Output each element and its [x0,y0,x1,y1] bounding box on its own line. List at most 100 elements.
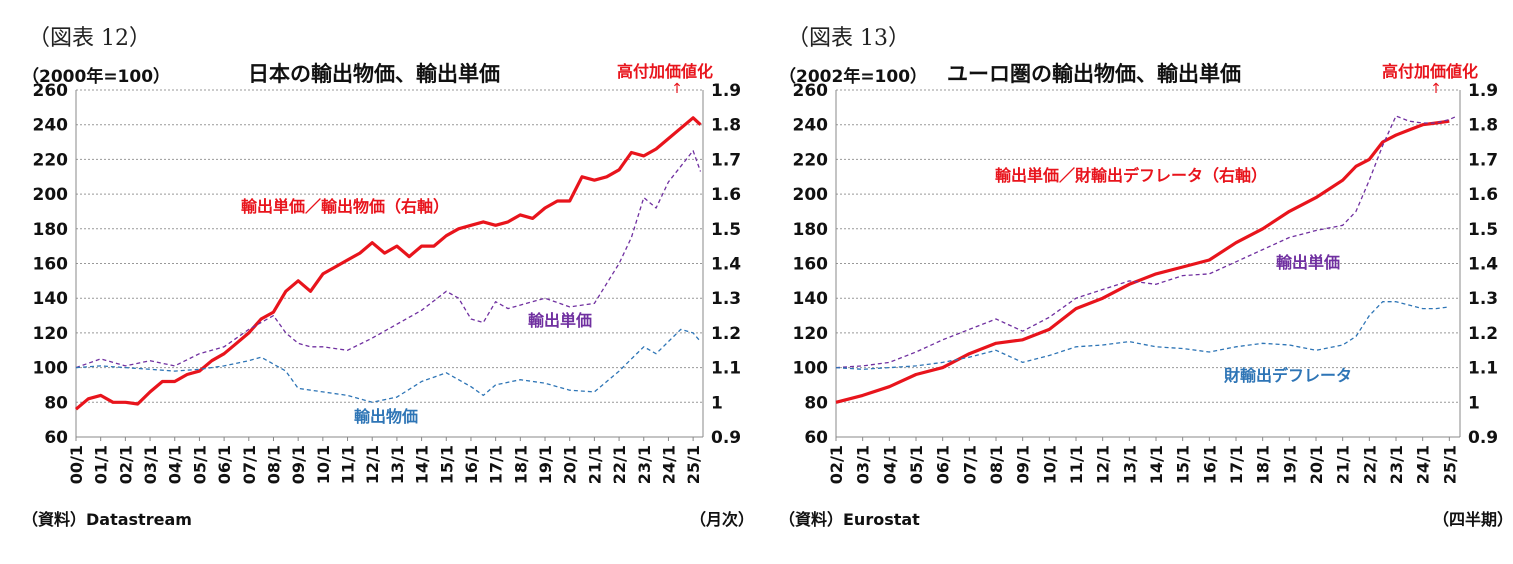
x-tick-label: 20/1 [561,445,580,484]
x-tick-label: 01/1 [92,445,111,484]
y-tick-label: 100 [33,359,69,379]
x-tick-label: 18/1 [1254,445,1273,484]
figure-label: （図表 13） [787,26,910,51]
annotation-high-value-added: 高付加価値化 [1382,62,1479,81]
x-tick-label: 25/1 [684,445,703,484]
series-label-0: 輸出単価／財輸出デフレータ（右軸） [995,166,1267,185]
y-tick-label: 220 [33,150,69,170]
series-label-0: 輸出単価／輸出物価（右軸） [241,197,449,216]
y-tick-label: 180 [33,220,69,240]
y2-tick-label: 1 [711,393,723,413]
y-tick-label: 60 [44,428,68,448]
y-tick-label: 220 [793,150,829,170]
period-note: （月次） [690,510,755,529]
y-tick-label: 240 [33,116,69,136]
annotation-high-value-added: 高付加価値化 [617,62,714,81]
y-tick-label: 160 [33,255,69,275]
y2-tick-label: 1.3 [1468,289,1498,309]
x-tick-label: 23/1 [1387,445,1406,484]
series-label-1: 輸出単価 [528,311,592,330]
series-line-0 [74,116,702,411]
y2-tick-label: 1.8 [711,116,741,136]
x-tick-label: 09/1 [289,445,308,484]
series-line-2 [835,301,1450,370]
x-tick-label: 02/1 [116,445,135,484]
x-tick-label: 05/1 [190,445,209,484]
y2-tick-label: 1.1 [1468,359,1498,379]
chart-eurozone-export-prices: 60 80 100 120 140 160 180 200 220 240 260 0.9 1 1.1 1.… [793,81,1499,484]
y-tick-label: 200 [793,185,829,205]
y-tick-label: 160 [793,255,829,275]
y2-tick-label: 1.7 [711,150,741,170]
x-tick-label: 16/1 [462,445,481,484]
y2-tick-label: 1.5 [711,220,741,240]
y-tick-label: 80 [44,393,68,413]
x-tick-label: 07/1 [960,445,979,484]
period-note: （四半期） [1433,510,1513,529]
x-tick-label: 16/1 [1200,445,1219,484]
x-tick-label: 00/1 [67,445,86,484]
y2-tick-label: 0.9 [711,428,741,448]
x-tick-label: 23/1 [635,445,654,484]
x-tick-label: 08/1 [264,445,283,484]
series-line-2 [75,328,701,403]
x-tick-label: 13/1 [1120,445,1139,484]
x-tick-label: 20/1 [1307,445,1326,484]
x-tick-label: 06/1 [215,445,234,484]
y2-tick-label: 1.2 [711,324,741,344]
y-tick-label: 200 [33,185,69,205]
y2-tick-label: 1 [1468,393,1480,413]
y-tick-label: 180 [793,220,829,240]
annotation-arrow: ↑ [1430,81,1442,97]
series-label-2: 輸出物価 [354,407,418,426]
x-tick-label: 12/1 [1094,445,1113,484]
x-tick-label: 19/1 [1280,445,1299,484]
x-tick-label: 11/1 [1067,445,1086,484]
y-tick-label: 120 [33,324,69,344]
x-tick-label: 21/1 [585,445,604,484]
x-tick-label: 10/1 [1040,445,1059,484]
y2-tick-label: 1.8 [1468,116,1498,136]
x-tick-label: 14/1 [413,445,432,484]
x-tick-label: 12/1 [363,445,382,484]
unit-label: （2002年=100） [779,67,928,87]
x-tick-label: 15/1 [437,445,456,484]
y2-tick-label: 1.1 [711,359,741,379]
x-tick-label: 15/1 [1174,445,1193,484]
y-tick-label: 260 [33,81,69,101]
x-tick-label: 09/1 [1014,445,1033,484]
y-tick-label: 60 [804,428,828,448]
y2-tick-label: 1.5 [1468,220,1498,240]
y2-tick-label: 1.4 [1468,255,1498,275]
x-tick-label: 25/1 [1440,445,1459,484]
y2-tick-label: 1.2 [1468,324,1498,344]
series-line-1 [835,115,1458,369]
source-note: （資料）Eurostat [779,510,920,529]
y2-tick-label: 1.6 [711,185,741,205]
x-tick-label: 03/1 [141,445,160,484]
series-label-2: 財輸出デフレータ [1224,366,1352,385]
x-tick-label: 18/1 [511,445,530,484]
x-tick-label: 17/1 [487,445,506,484]
y2-tick-label: 1.3 [711,289,741,309]
series-line-1 [75,150,702,369]
annotation-arrow: ↑ [671,81,683,97]
y-tick-label: 140 [33,289,69,309]
x-tick-label: 21/1 [1334,445,1353,484]
y-tick-label: 120 [793,324,829,344]
figure-label: （図表 12） [28,26,151,51]
y2-tick-label: 1.7 [1468,150,1498,170]
y2-tick-label: 1.9 [1468,81,1498,101]
x-tick-label: 07/1 [240,445,259,484]
x-tick-label: 14/1 [1147,445,1166,484]
x-tick-label: 13/1 [388,445,407,484]
y2-tick-label: 1.9 [711,81,741,101]
x-tick-label: 08/1 [987,445,1006,484]
y2-tick-label: 1.6 [1468,185,1498,205]
chart-title: 日本の輸出物価、輸出単価 [248,62,500,86]
chart-title: ユーロ圏の輸出物価、輸出単価 [947,62,1241,86]
series-label-1: 輸出単価 [1276,253,1340,272]
x-tick-label: 19/1 [536,445,555,484]
x-tick-label: 11/1 [339,445,358,484]
x-tick-label: 24/1 [1414,445,1433,484]
